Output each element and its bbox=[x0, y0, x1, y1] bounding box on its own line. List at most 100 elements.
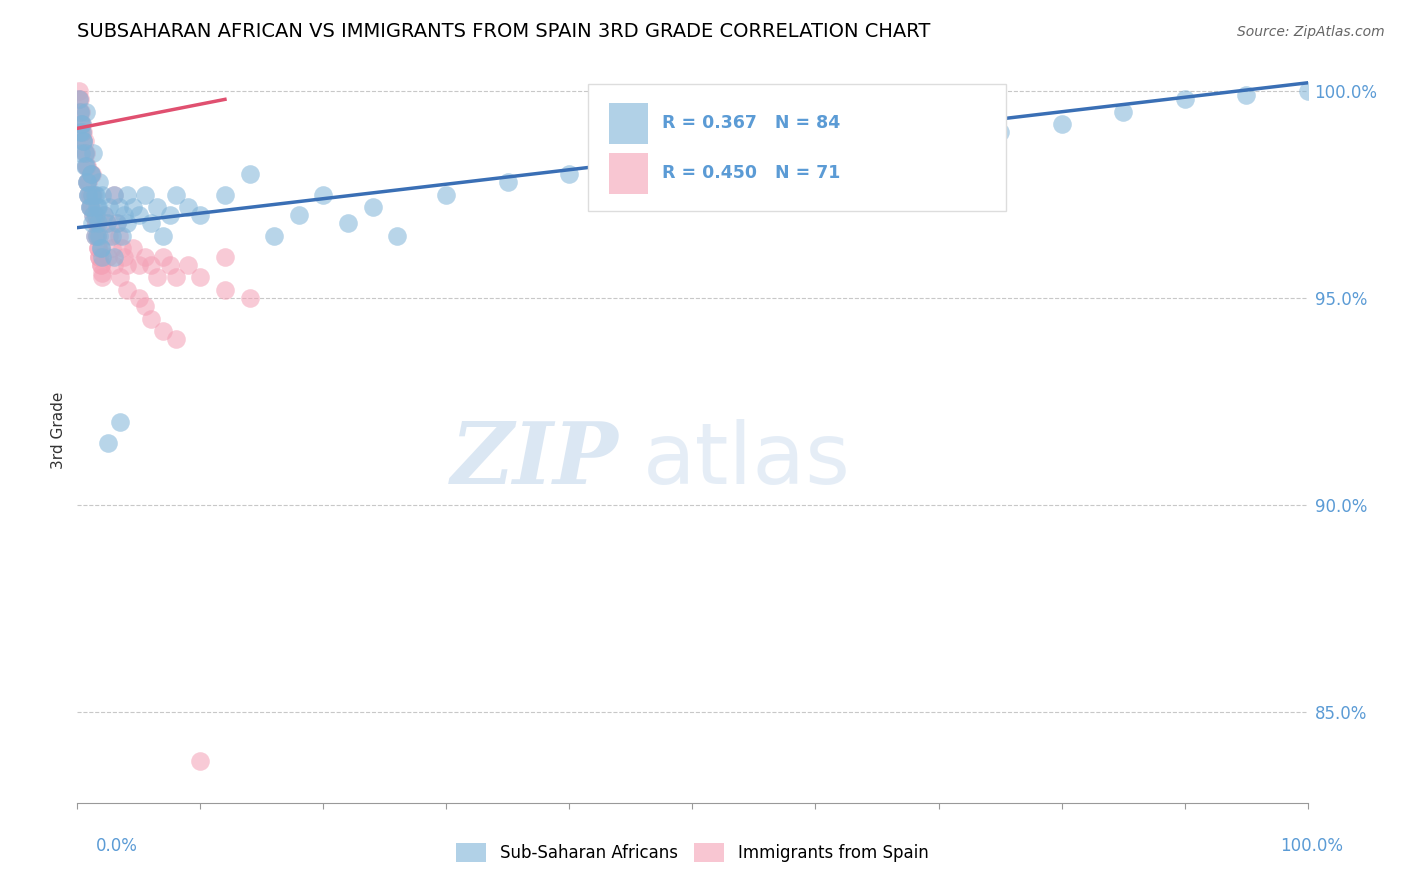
Point bbox=[82, 146, 104, 161]
Point bbox=[76, 175, 98, 189]
Point bbox=[90, 270, 114, 285]
Point bbox=[188, 208, 212, 222]
Point bbox=[73, 146, 96, 161]
Point bbox=[146, 270, 169, 285]
Point bbox=[804, 126, 827, 140]
Point bbox=[75, 159, 97, 173]
Point bbox=[98, 200, 121, 214]
Point bbox=[73, 146, 96, 161]
Point bbox=[77, 175, 100, 189]
Point bbox=[312, 187, 335, 202]
Point bbox=[67, 84, 90, 98]
Point bbox=[82, 187, 104, 202]
Text: R = 0.367   N = 84: R = 0.367 N = 84 bbox=[662, 114, 839, 132]
Point bbox=[90, 187, 114, 202]
Point bbox=[82, 217, 104, 231]
Point bbox=[73, 159, 96, 173]
Point bbox=[77, 187, 100, 202]
Text: R = 0.450   N = 71: R = 0.450 N = 71 bbox=[662, 164, 839, 182]
Point bbox=[84, 217, 107, 231]
Point bbox=[152, 228, 174, 243]
Text: 100.0%: 100.0% bbox=[1279, 837, 1343, 855]
Point bbox=[83, 208, 105, 222]
Point bbox=[86, 228, 108, 243]
Point bbox=[67, 92, 90, 106]
Text: 0.0%: 0.0% bbox=[96, 837, 138, 855]
Point bbox=[214, 283, 236, 297]
Point bbox=[110, 270, 132, 285]
Point bbox=[80, 167, 103, 181]
Point bbox=[134, 299, 156, 313]
Point bbox=[72, 134, 94, 148]
Point bbox=[90, 258, 112, 272]
Point bbox=[108, 228, 131, 243]
Point bbox=[103, 250, 125, 264]
Point bbox=[76, 175, 98, 189]
Point bbox=[86, 200, 108, 214]
Point bbox=[93, 208, 115, 222]
Point bbox=[97, 250, 120, 264]
Point bbox=[385, 228, 409, 243]
Point bbox=[93, 208, 115, 222]
Text: atlas: atlas bbox=[644, 418, 851, 501]
Point bbox=[121, 241, 143, 255]
Point bbox=[1174, 92, 1197, 106]
Point bbox=[288, 208, 311, 222]
Point bbox=[69, 92, 91, 106]
Point bbox=[152, 324, 174, 338]
Point bbox=[84, 217, 107, 231]
Point bbox=[90, 258, 112, 272]
Point bbox=[90, 250, 114, 264]
Point bbox=[105, 217, 128, 231]
Point bbox=[96, 217, 118, 231]
Point bbox=[79, 200, 101, 214]
Point bbox=[86, 228, 108, 243]
Point bbox=[121, 200, 143, 214]
Point bbox=[80, 200, 103, 214]
Point bbox=[69, 126, 91, 140]
Point bbox=[436, 187, 458, 202]
Point bbox=[115, 283, 138, 297]
Point bbox=[115, 187, 138, 202]
Point bbox=[82, 187, 104, 202]
Point bbox=[128, 258, 150, 272]
Point bbox=[90, 266, 114, 280]
Point bbox=[214, 250, 236, 264]
Point bbox=[159, 258, 181, 272]
Point bbox=[165, 332, 187, 346]
Point bbox=[89, 250, 111, 264]
Point bbox=[89, 175, 111, 189]
Point bbox=[111, 241, 132, 255]
Point bbox=[103, 258, 125, 272]
Point bbox=[84, 208, 107, 222]
Point bbox=[214, 187, 236, 202]
Point bbox=[1112, 104, 1135, 119]
Point bbox=[79, 200, 101, 214]
Point bbox=[496, 175, 519, 189]
Point bbox=[87, 200, 110, 214]
Point bbox=[159, 208, 181, 222]
Point bbox=[86, 228, 108, 243]
Point bbox=[75, 104, 97, 119]
Point bbox=[70, 117, 93, 131]
Point bbox=[76, 175, 98, 189]
Point bbox=[87, 217, 110, 231]
Point bbox=[70, 146, 93, 161]
Point bbox=[165, 187, 187, 202]
Point bbox=[101, 228, 124, 243]
Text: ZIP: ZIP bbox=[451, 418, 619, 502]
Point bbox=[558, 167, 581, 181]
Point bbox=[152, 250, 174, 264]
Point bbox=[134, 250, 156, 264]
Legend: Sub-Saharan Africans, Immigrants from Spain: Sub-Saharan Africans, Immigrants from Sp… bbox=[450, 837, 935, 869]
Point bbox=[69, 104, 91, 119]
Point bbox=[98, 228, 121, 243]
Point bbox=[263, 228, 285, 243]
Point bbox=[89, 250, 111, 264]
Point bbox=[146, 200, 169, 214]
Point bbox=[1050, 117, 1073, 131]
Point bbox=[188, 270, 212, 285]
Point bbox=[141, 258, 163, 272]
Point bbox=[77, 187, 100, 202]
Text: SUBSAHARAN AFRICAN VS IMMIGRANTS FROM SPAIN 3RD GRADE CORRELATION CHART: SUBSAHARAN AFRICAN VS IMMIGRANTS FROM SP… bbox=[77, 22, 931, 41]
